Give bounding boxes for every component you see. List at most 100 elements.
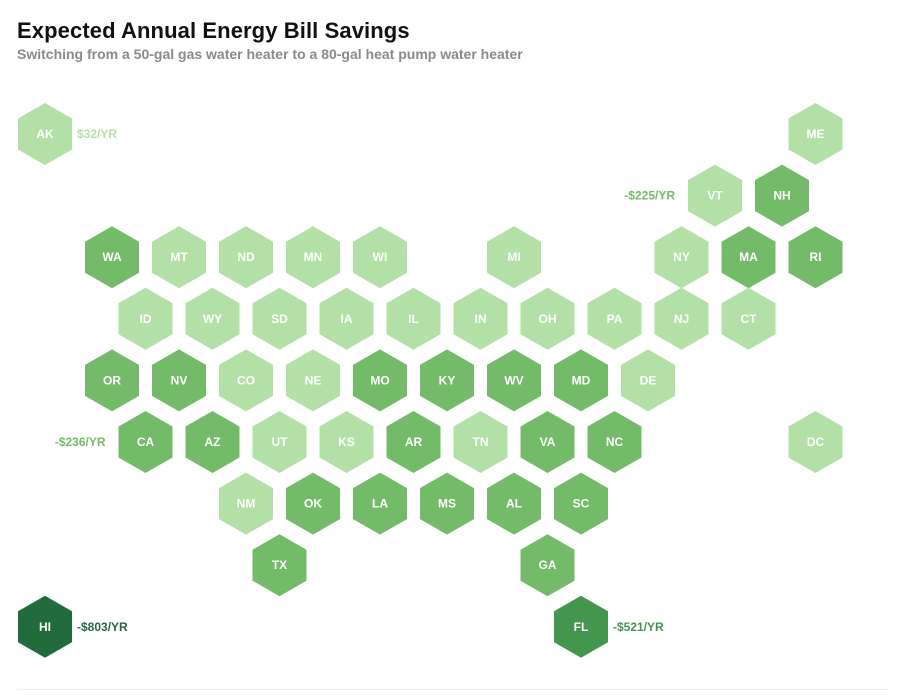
- state-label: GA: [539, 558, 557, 572]
- state-label: LA: [372, 497, 388, 511]
- state-tile-la[interactable]: LA: [353, 472, 407, 535]
- state-label: SD: [271, 312, 288, 326]
- state-label: IA: [341, 312, 353, 326]
- state-tile-ky[interactable]: KY: [420, 349, 474, 412]
- state-tile-ca[interactable]: CA: [118, 411, 173, 473]
- state-label: AR: [405, 435, 423, 449]
- state-hex: [453, 287, 508, 350]
- state-hex: [353, 472, 407, 535]
- state-label: ME: [807, 127, 825, 141]
- state-tile-ar[interactable]: AR: [386, 411, 441, 473]
- state-label: UT: [272, 435, 289, 449]
- state-label: CT: [741, 312, 758, 326]
- state-tile-sc[interactable]: SC: [554, 472, 608, 535]
- state-tile-nh[interactable]: NH: [755, 164, 809, 227]
- savings-annotation-ak: $32/YR: [77, 127, 117, 141]
- state-tile-vt[interactable]: VT: [688, 164, 742, 227]
- state-tile-in[interactable]: IN: [453, 287, 508, 350]
- state-tile-pa[interactable]: PA: [587, 287, 642, 350]
- state-label: MO: [370, 373, 389, 387]
- state-hex: [319, 287, 374, 350]
- state-label: MT: [170, 250, 188, 264]
- state-tile-wa[interactable]: WA: [85, 226, 139, 289]
- state-hex: [788, 103, 843, 165]
- state-label: VT: [707, 189, 723, 203]
- state-tile-or[interactable]: OR: [85, 349, 139, 412]
- state-tile-ok[interactable]: OK: [286, 472, 340, 535]
- state-hex: [420, 349, 474, 412]
- state-hex: [487, 226, 541, 289]
- state-hex: [755, 164, 809, 227]
- state-label: SC: [573, 497, 590, 511]
- state-label: AK: [36, 127, 54, 141]
- state-label: ND: [237, 250, 255, 264]
- state-tile-ms[interactable]: MS: [420, 472, 474, 535]
- state-label: CA: [137, 435, 155, 449]
- state-label: WI: [373, 250, 388, 264]
- state-label: WV: [504, 373, 523, 387]
- state-tile-al[interactable]: AL: [487, 472, 541, 535]
- state-label: TN: [473, 435, 489, 449]
- state-label: FL: [574, 620, 589, 634]
- savings-annotation-vt: -$225/YR: [624, 189, 675, 203]
- state-hex: [118, 287, 173, 350]
- state-tile-id[interactable]: ID: [118, 287, 173, 350]
- state-label: AL: [506, 497, 522, 511]
- state-hex: [654, 287, 709, 350]
- state-tile-ny[interactable]: NY: [654, 226, 709, 289]
- state-tile-ga[interactable]: GA: [520, 534, 575, 597]
- state-tile-ne[interactable]: NE: [286, 349, 340, 412]
- state-tile-md[interactable]: MD: [554, 349, 608, 412]
- state-label: AZ: [205, 435, 221, 449]
- state-label: MI: [507, 250, 520, 264]
- state-tile-co[interactable]: CO: [219, 349, 273, 412]
- state-tile-nj[interactable]: NJ: [654, 287, 709, 350]
- state-tile-dc[interactable]: DC: [788, 411, 843, 473]
- state-hex: [18, 595, 72, 658]
- state-tile-fl[interactable]: FL: [554, 595, 608, 658]
- state-tile-nv[interactable]: NV: [152, 349, 206, 412]
- state-tile-ak[interactable]: AK: [18, 103, 72, 165]
- state-tile-nc[interactable]: NC: [587, 411, 642, 473]
- state-tile-mt[interactable]: MT: [152, 226, 206, 289]
- state-tile-sd[interactable]: SD: [252, 287, 307, 350]
- state-tile-ia[interactable]: IA: [319, 287, 374, 350]
- state-hex: [319, 411, 374, 473]
- state-tile-nm[interactable]: NM: [219, 472, 273, 535]
- state-hex: [721, 226, 776, 289]
- state-tile-mn[interactable]: MN: [286, 226, 340, 289]
- state-label: NC: [606, 435, 624, 449]
- state-hex: [386, 287, 441, 350]
- state-tile-hi[interactable]: HI: [18, 595, 72, 658]
- state-hex: [587, 411, 642, 473]
- state-tile-ri[interactable]: RI: [788, 226, 843, 289]
- state-tile-mo[interactable]: MO: [353, 349, 407, 412]
- state-hex: [152, 226, 206, 289]
- state-label: NH: [773, 189, 790, 203]
- state-tile-nd[interactable]: ND: [219, 226, 273, 289]
- state-tile-oh[interactable]: OH: [520, 287, 575, 350]
- state-tile-ct[interactable]: CT: [721, 287, 776, 350]
- state-hex: [554, 349, 608, 412]
- state-tile-me[interactable]: ME: [788, 103, 843, 165]
- state-tile-wy[interactable]: WY: [185, 287, 240, 350]
- state-hex: [85, 226, 139, 289]
- savings-annotation-ca: -$236/YR: [55, 435, 106, 449]
- state-tile-tx[interactable]: TX: [252, 534, 307, 597]
- state-hex: [286, 472, 340, 535]
- state-tile-de[interactable]: DE: [621, 349, 675, 412]
- state-tile-ks[interactable]: KS: [319, 411, 374, 473]
- state-tile-va[interactable]: VA: [520, 411, 575, 473]
- state-tile-il[interactable]: IL: [386, 287, 441, 350]
- state-label: KS: [338, 435, 355, 449]
- state-hex: [219, 226, 273, 289]
- state-tile-mi[interactable]: MI: [487, 226, 541, 289]
- state-tile-ut[interactable]: UT: [252, 411, 307, 473]
- state-label: NE: [305, 373, 322, 387]
- state-tile-wv[interactable]: WV: [487, 349, 541, 412]
- state-tile-ma[interactable]: MA: [721, 226, 776, 289]
- state-tile-tn[interactable]: TN: [453, 411, 508, 473]
- state-tile-wi[interactable]: WI: [353, 226, 407, 289]
- state-tile-az[interactable]: AZ: [185, 411, 240, 473]
- state-label: CO: [237, 373, 255, 387]
